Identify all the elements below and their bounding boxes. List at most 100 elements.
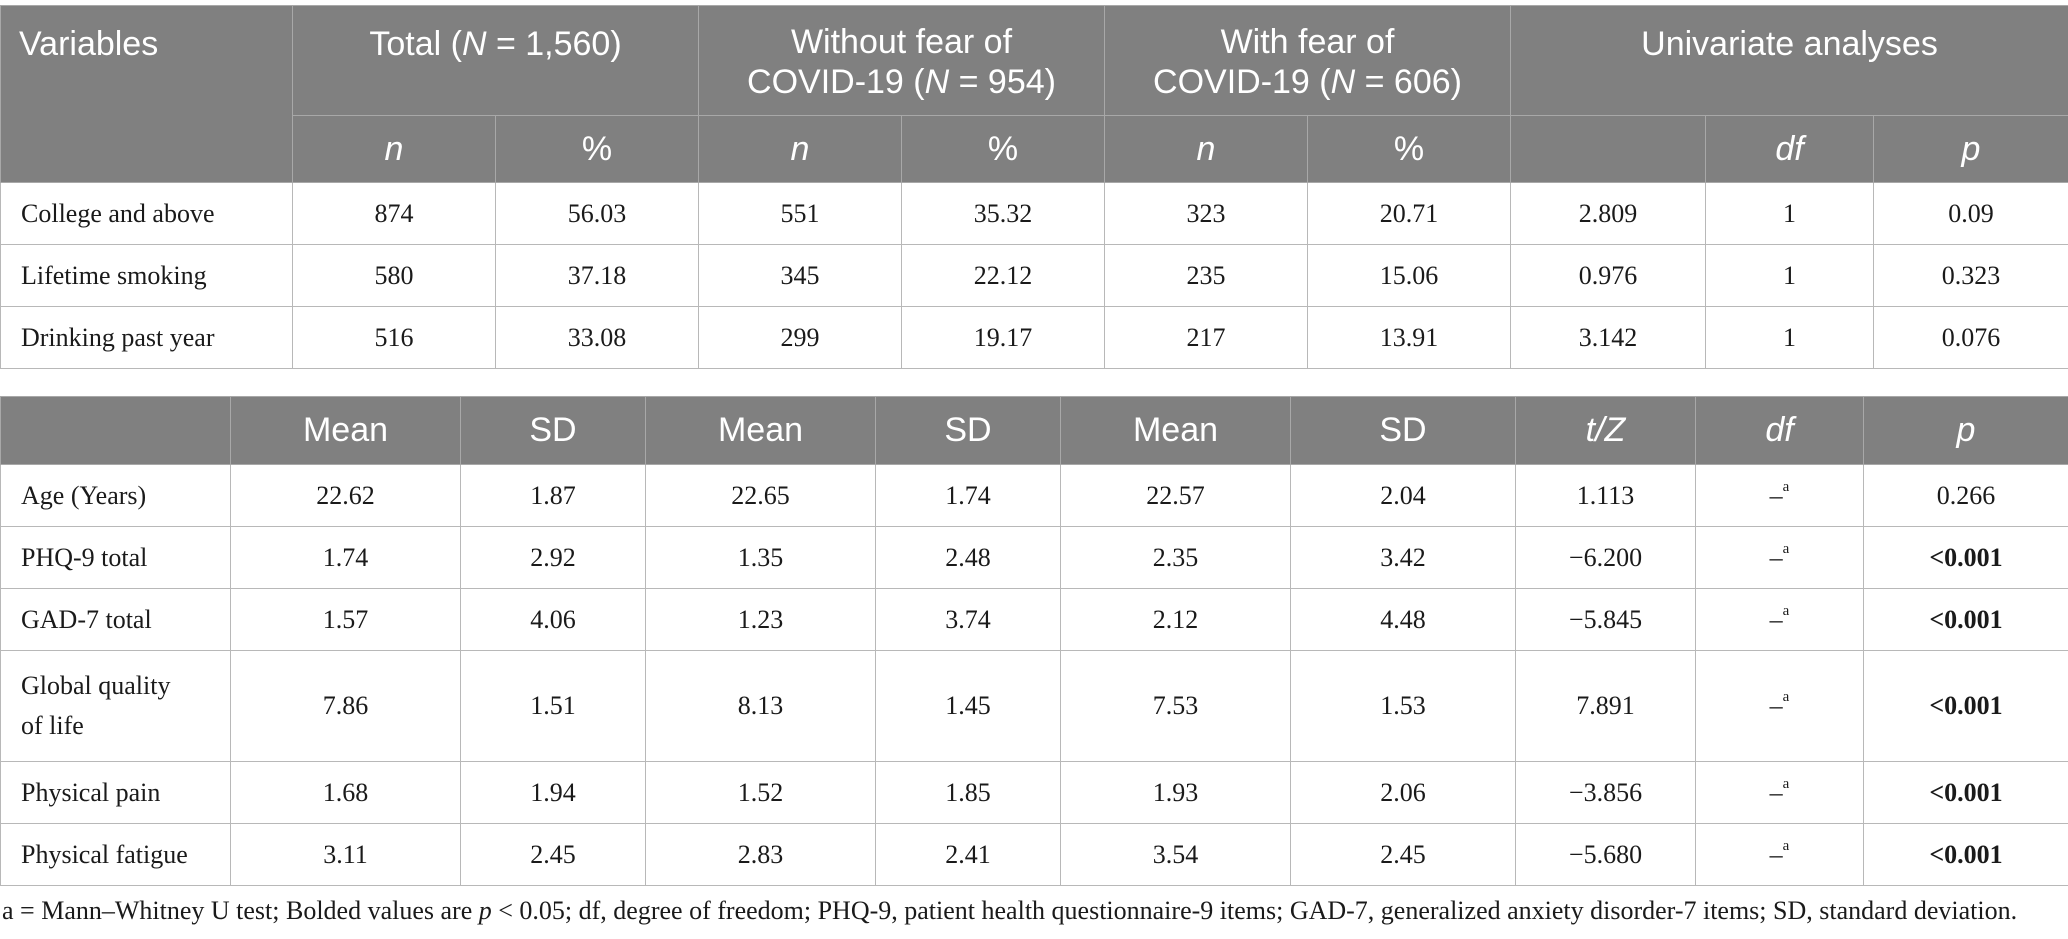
cell: 4.06 xyxy=(460,588,646,651)
cell: 1.87 xyxy=(460,464,646,527)
continuous-variables-table: Mean SD Mean SD Mean SD t/Z df p Age (Ye… xyxy=(0,396,2068,886)
cell: 874 xyxy=(292,182,496,245)
cell: 0.09 xyxy=(1873,182,2068,245)
cell: 2.35 xyxy=(1060,526,1291,589)
p-value: <0.001 xyxy=(1863,588,2068,651)
sub-header-n: n xyxy=(292,115,496,183)
cell: 1.74 xyxy=(875,464,1061,527)
df-cell: –a xyxy=(1695,526,1864,589)
sub-header-percent: % xyxy=(495,115,699,183)
cell: 0.076 xyxy=(1873,306,2068,369)
df-cell: –a xyxy=(1695,761,1864,824)
cell: 1.93 xyxy=(1060,761,1291,824)
cell: 1.45 xyxy=(875,650,1061,762)
df-cell: –a xyxy=(1695,464,1864,527)
header-mean: Mean xyxy=(645,396,876,465)
total-group-header: Total (N = 1,560) xyxy=(292,5,699,116)
cell: 22.65 xyxy=(645,464,876,527)
cell: 516 xyxy=(292,306,496,369)
cell: 4.48 xyxy=(1290,588,1516,651)
cell: 35.32 xyxy=(901,182,1105,245)
table-row: Age (Years) 22.62 1.87 22.65 1.74 22.57 … xyxy=(0,464,2068,527)
cell: 345 xyxy=(698,244,902,307)
sub-header-p: p xyxy=(1873,115,2068,183)
p-value: <0.001 xyxy=(1863,761,2068,824)
cell: 1.74 xyxy=(230,526,461,589)
cell: 22.12 xyxy=(901,244,1105,307)
cell: 1 xyxy=(1705,244,1874,307)
sub-header-percent: % xyxy=(1307,115,1511,183)
sub-header-n: n xyxy=(1104,115,1308,183)
p-value: <0.001 xyxy=(1863,526,2068,589)
df-cell: –a xyxy=(1695,650,1864,762)
header-empty xyxy=(0,396,231,465)
cell: 3.54 xyxy=(1060,823,1291,886)
cell: 7.86 xyxy=(230,650,461,762)
cell: 1.85 xyxy=(875,761,1061,824)
cell: 33.08 xyxy=(495,306,699,369)
table-row: PHQ-9 total 1.74 2.92 1.35 2.48 2.35 3.4… xyxy=(0,526,2068,589)
table-row: Lifetime smoking 580 37.18 345 22.12 235… xyxy=(0,244,2068,307)
row-label: College and above xyxy=(0,182,293,245)
cell: 1.23 xyxy=(645,588,876,651)
cell: 2.41 xyxy=(875,823,1061,886)
row-label: GAD-7 total xyxy=(0,588,231,651)
cell: 323 xyxy=(1104,182,1308,245)
cell: 2.92 xyxy=(460,526,646,589)
cell: 56.03 xyxy=(495,182,699,245)
row-label: Drinking past year xyxy=(0,306,293,369)
cell: 22.62 xyxy=(230,464,461,527)
sub-header-percent: % xyxy=(901,115,1105,183)
cell: 13.91 xyxy=(1307,306,1511,369)
header-mean: Mean xyxy=(230,396,461,465)
cell: 1.52 xyxy=(645,761,876,824)
row-label: Physical pain xyxy=(0,761,231,824)
sub-header-n: n xyxy=(698,115,902,183)
cell: −5.845 xyxy=(1515,588,1696,651)
cell: 20.71 xyxy=(1307,182,1511,245)
table-row: Physical pain 1.68 1.94 1.52 1.85 1.93 2… xyxy=(0,761,2068,824)
cell: −5.680 xyxy=(1515,823,1696,886)
categorical-variables-table: Variables Total (N = 1,560) Without fear… xyxy=(0,5,2068,369)
table-footnote: a = Mann–Whitney U test; Bolded values a… xyxy=(2,896,2018,925)
header-t-z: t/Z xyxy=(1515,396,1696,465)
cell: 2.45 xyxy=(1290,823,1516,886)
variables-header: Variables xyxy=(0,5,293,183)
cell: 3.74 xyxy=(875,588,1061,651)
cell: −3.856 xyxy=(1515,761,1696,824)
table-row: Physical fatigue 3.11 2.45 2.83 2.41 3.5… xyxy=(0,823,2068,886)
cell: 551 xyxy=(698,182,902,245)
row-label: Physical fatigue xyxy=(0,823,231,886)
cell: 2.83 xyxy=(645,823,876,886)
cell: 1 xyxy=(1705,182,1874,245)
cell: 1.113 xyxy=(1515,464,1696,527)
sub-header-df: df xyxy=(1705,115,1874,183)
cell: 8.13 xyxy=(645,650,876,762)
row-label: Age (Years) xyxy=(0,464,231,527)
cell: 0.976 xyxy=(1510,244,1706,307)
header-sd: SD xyxy=(460,396,646,465)
df-cell: –a xyxy=(1695,823,1864,886)
cell: 37.18 xyxy=(495,244,699,307)
cell: 3.11 xyxy=(230,823,461,886)
cell: 1.51 xyxy=(460,650,646,762)
row-label: Global quality of life xyxy=(0,650,231,762)
p-value: <0.001 xyxy=(1863,650,2068,762)
cell: 22.57 xyxy=(1060,464,1291,527)
cell: 0.323 xyxy=(1873,244,2068,307)
header-p: p xyxy=(1863,396,2068,465)
cell: 2.12 xyxy=(1060,588,1291,651)
cell: 1.68 xyxy=(230,761,461,824)
cell: 2.45 xyxy=(460,823,646,886)
cell: 1.35 xyxy=(645,526,876,589)
cell: 19.17 xyxy=(901,306,1105,369)
cell: 7.891 xyxy=(1515,650,1696,762)
cell: 299 xyxy=(698,306,902,369)
cell: 235 xyxy=(1104,244,1308,307)
table-row: Drinking past year 516 33.08 299 19.17 2… xyxy=(0,306,2068,369)
cell: 3.142 xyxy=(1510,306,1706,369)
without-fear-group-header: Without fear of COVID-19 (N = 954) xyxy=(698,5,1105,116)
header-mean: Mean xyxy=(1060,396,1291,465)
cell: 580 xyxy=(292,244,496,307)
cell: 2.809 xyxy=(1510,182,1706,245)
